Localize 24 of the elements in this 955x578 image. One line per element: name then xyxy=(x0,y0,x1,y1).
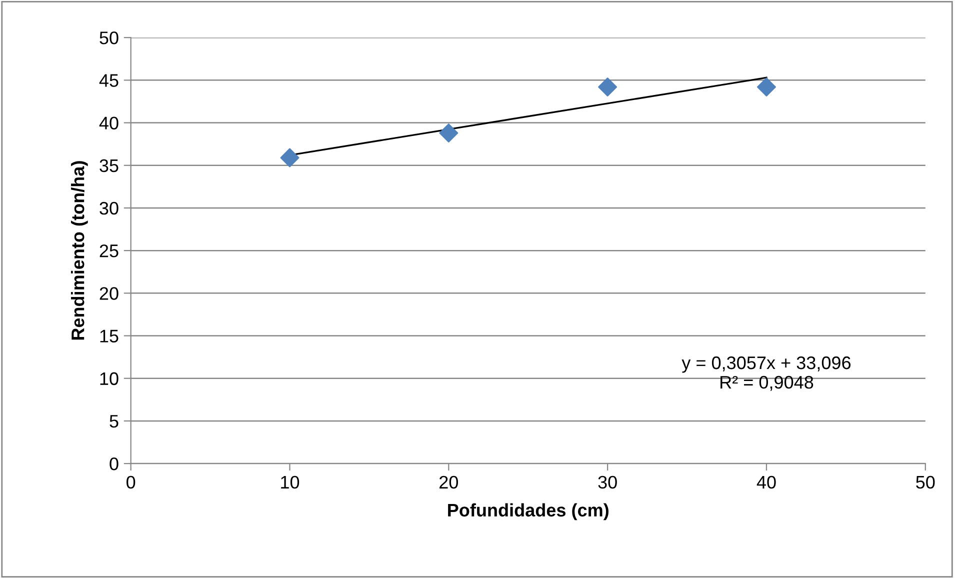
y-tick-label: 40 xyxy=(99,116,118,130)
y-tick-label: 10 xyxy=(100,372,118,386)
y-tick-label: 15 xyxy=(100,330,118,342)
y-tick-label: 20 xyxy=(100,287,118,300)
y-tick-label: 35 xyxy=(100,159,118,172)
y-tick-label: 5 xyxy=(110,415,118,428)
y-tick-label: 30 xyxy=(100,202,118,215)
annotation: y = 0,3057x + 33,096 R² = 0,9048 xyxy=(682,356,851,391)
x-tick-label: 30 xyxy=(598,476,617,489)
point xyxy=(757,78,776,96)
y-tick-label: 45 xyxy=(99,74,118,87)
point xyxy=(439,124,458,142)
point xyxy=(598,78,618,96)
x-tick-label: 50 xyxy=(916,476,935,489)
y-tick-label: 0 xyxy=(110,457,118,470)
y-tick-label: 25 xyxy=(100,244,118,258)
x-axis-title: Pofundidades (cm) xyxy=(448,503,608,520)
x-tick-label: 10 xyxy=(281,476,300,489)
x-tick-label: 20 xyxy=(440,476,458,489)
y-tick-label: 50 xyxy=(100,32,118,44)
x-tick-label: 40 xyxy=(756,476,776,489)
point xyxy=(280,148,300,168)
y-axis-title: Rendimiento (ton/ha) xyxy=(71,161,88,340)
x-tick-label: 0 xyxy=(126,476,136,489)
